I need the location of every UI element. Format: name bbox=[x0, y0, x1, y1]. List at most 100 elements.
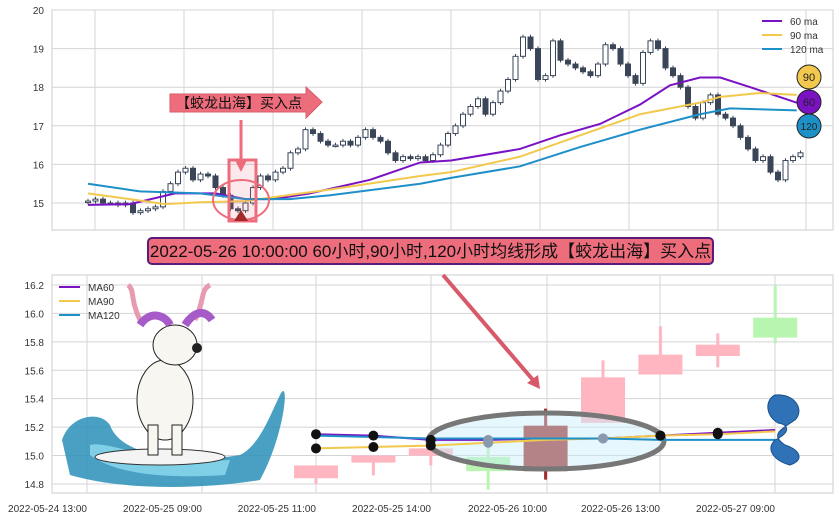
signal-annotation: 【蛟龙出海】买入点 bbox=[169, 85, 323, 223]
badge-90: 90 bbox=[803, 72, 815, 84]
candle bbox=[175, 171, 181, 185]
candle bbox=[737, 125, 744, 138]
y-tick-label: 15.2 bbox=[25, 423, 45, 434]
x-tick-label: 2022-05-25 11:00 bbox=[238, 504, 317, 515]
candle bbox=[602, 44, 609, 65]
candle bbox=[692, 106, 699, 119]
candle bbox=[408, 448, 453, 456]
candle bbox=[400, 156, 406, 162]
candle bbox=[430, 154, 436, 162]
candle bbox=[730, 117, 736, 127]
candle bbox=[722, 113, 729, 119]
ma-line-90ma bbox=[87, 91, 797, 206]
bottom-legend: MA60 MA90 MA120 bbox=[59, 283, 120, 322]
y-tick-label: 16.0 bbox=[25, 309, 45, 320]
candle bbox=[242, 202, 249, 212]
candle bbox=[695, 344, 740, 357]
candle bbox=[437, 144, 444, 156]
ma-dot bbox=[598, 433, 608, 444]
ma-dot bbox=[425, 440, 436, 451]
y-tick-label: 18 bbox=[33, 83, 45, 94]
candle bbox=[85, 200, 91, 204]
candle bbox=[317, 133, 324, 142]
candle bbox=[587, 71, 594, 77]
top-legend: 60 ma 90 ma 120 ma bbox=[762, 17, 824, 56]
legend-ma90: MA90 bbox=[88, 297, 115, 308]
candle bbox=[580, 67, 586, 73]
candle bbox=[760, 156, 766, 162]
candle bbox=[385, 140, 391, 154]
candle bbox=[295, 148, 301, 154]
candle bbox=[92, 198, 99, 202]
x-tick-label: 2022-05-27 09:00 bbox=[696, 504, 775, 515]
candle bbox=[280, 167, 286, 173]
legend-ma120: MA120 bbox=[88, 311, 120, 322]
candle bbox=[212, 175, 219, 189]
candle bbox=[467, 106, 474, 115]
candle bbox=[332, 144, 339, 148]
candle bbox=[632, 75, 639, 84]
candle bbox=[325, 140, 331, 146]
candle bbox=[752, 148, 759, 162]
candle bbox=[167, 183, 174, 192]
candle bbox=[775, 171, 781, 181]
y-tick-label: 17 bbox=[33, 122, 45, 133]
y-tick-label: 15.4 bbox=[25, 395, 45, 406]
candle bbox=[152, 206, 159, 210]
x-tick-label: 2022-05-25 09:00 bbox=[123, 504, 202, 515]
candle bbox=[535, 48, 541, 80]
candle bbox=[235, 208, 241, 212]
ma-dot bbox=[712, 429, 723, 440]
x-tick-label: 2022-05-25 14:00 bbox=[352, 504, 431, 515]
top-plot-area bbox=[51, 9, 834, 231]
candle bbox=[347, 140, 354, 146]
x-tick-label: 2022-05-24 13:00 bbox=[8, 504, 87, 515]
candle bbox=[617, 48, 624, 65]
signal-triangle bbox=[234, 210, 248, 221]
candle bbox=[655, 40, 661, 50]
candle bbox=[557, 40, 564, 61]
y-tick-label: 15.8 bbox=[25, 338, 45, 349]
candle bbox=[460, 113, 466, 127]
badge-60: 60 bbox=[803, 97, 815, 109]
candle bbox=[287, 152, 294, 169]
ma-line-120ma bbox=[87, 107, 797, 201]
legend-ma60: MA60 bbox=[88, 283, 115, 294]
candle bbox=[745, 136, 751, 150]
candle bbox=[422, 156, 429, 162]
ma-dot bbox=[655, 430, 666, 441]
candle bbox=[100, 198, 106, 204]
highlight-ellipse bbox=[425, 410, 667, 472]
legend-90ma: 90 ma bbox=[790, 31, 818, 42]
ma-dot bbox=[311, 429, 321, 440]
candle bbox=[340, 140, 346, 146]
pointer-arrow bbox=[441, 273, 535, 382]
candle bbox=[407, 156, 414, 160]
badge-120: 120 bbox=[801, 122, 818, 133]
y-tick-label: 19 bbox=[33, 45, 45, 56]
candle bbox=[257, 175, 264, 189]
candle bbox=[197, 173, 204, 181]
candle bbox=[685, 86, 691, 107]
ma-dot bbox=[368, 430, 379, 441]
candle bbox=[482, 98, 489, 115]
signal-label-arrow bbox=[169, 85, 323, 120]
candle bbox=[790, 156, 796, 162]
candle bbox=[753, 317, 798, 338]
candle bbox=[370, 129, 376, 138]
candle bbox=[595, 63, 601, 77]
candle bbox=[797, 152, 804, 158]
candle bbox=[272, 171, 279, 181]
candle bbox=[310, 129, 316, 135]
candle bbox=[782, 160, 789, 181]
y-tick-label: 15 bbox=[33, 199, 45, 210]
candle bbox=[565, 59, 571, 65]
candle bbox=[662, 48, 669, 69]
signal-box bbox=[227, 158, 258, 223]
candle bbox=[625, 63, 631, 77]
candle bbox=[542, 75, 549, 80]
candle bbox=[520, 36, 526, 57]
candle bbox=[377, 136, 384, 142]
y-tick-label: 16 bbox=[33, 160, 45, 171]
candle bbox=[505, 78, 511, 92]
